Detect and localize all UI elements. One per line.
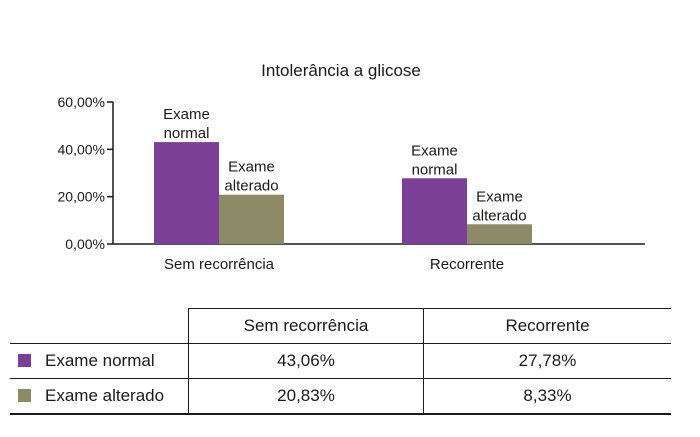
y-tick-label: 20,00% <box>58 189 105 205</box>
bar-chart: Intolerância a glicose 0,00% 20,00% 40,00%… <box>58 61 645 273</box>
legend-swatch-olive <box>18 389 31 402</box>
bar-label: Exame <box>476 188 523 205</box>
category-label: Recorrente <box>430 256 504 273</box>
category-label: Sem recorrência <box>164 256 275 273</box>
bar-label: alterado <box>472 207 526 224</box>
bar-label: normal <box>164 125 210 142</box>
bar-label: alterado <box>224 178 278 195</box>
table-header-recorrente: Recorrente <box>423 308 671 344</box>
bar <box>219 194 284 244</box>
legend-swatch-purple <box>18 354 31 367</box>
row-label-exame-alterado: Exame alterado <box>10 378 189 415</box>
table-cell: 8,33% <box>423 378 671 415</box>
table-cell: 27,78% <box>423 343 671 379</box>
data-table: Sem recorrência Recorrente Exame normal … <box>10 308 671 415</box>
y-tick-label: 40,00% <box>58 141 105 157</box>
bar-label: Exame <box>163 106 210 123</box>
bar-label: Exame <box>228 159 275 176</box>
y-tick-label: 0,00% <box>65 236 105 252</box>
row-label-exame-normal: Exame normal <box>10 343 189 379</box>
bar <box>154 142 219 244</box>
row-label-text: Exame alterado <box>45 386 165 405</box>
category-labels: Sem recorrência Recorrente <box>164 256 504 273</box>
bar-label: Exame <box>411 142 458 159</box>
y-axis-ticks: 0,00% 20,00% 40,00% 60,00% <box>58 94 113 252</box>
table-cell: 43,06% <box>188 343 424 379</box>
table-header-row: Sem recorrência Recorrente <box>10 308 671 344</box>
bar <box>402 178 467 244</box>
table-header-sem-recorrencia: Sem recorrência <box>188 308 424 344</box>
bars: Exame normal Exame alterado Exame normal Exame… <box>154 106 532 244</box>
bar-label: normal <box>412 161 458 178</box>
table-cell: 20,83% <box>188 378 424 415</box>
table-row: Exame normal 43,06% 27,78% <box>10 343 671 379</box>
table-header-blank <box>10 308 189 344</box>
y-tick-label: 60,00% <box>58 94 105 110</box>
chart-title: Intolerância a glicose <box>261 61 421 80</box>
bar <box>467 224 532 244</box>
row-label-text: Exame normal <box>45 351 155 370</box>
table-row: Exame alterado 20,83% 8,33% <box>10 378 671 415</box>
